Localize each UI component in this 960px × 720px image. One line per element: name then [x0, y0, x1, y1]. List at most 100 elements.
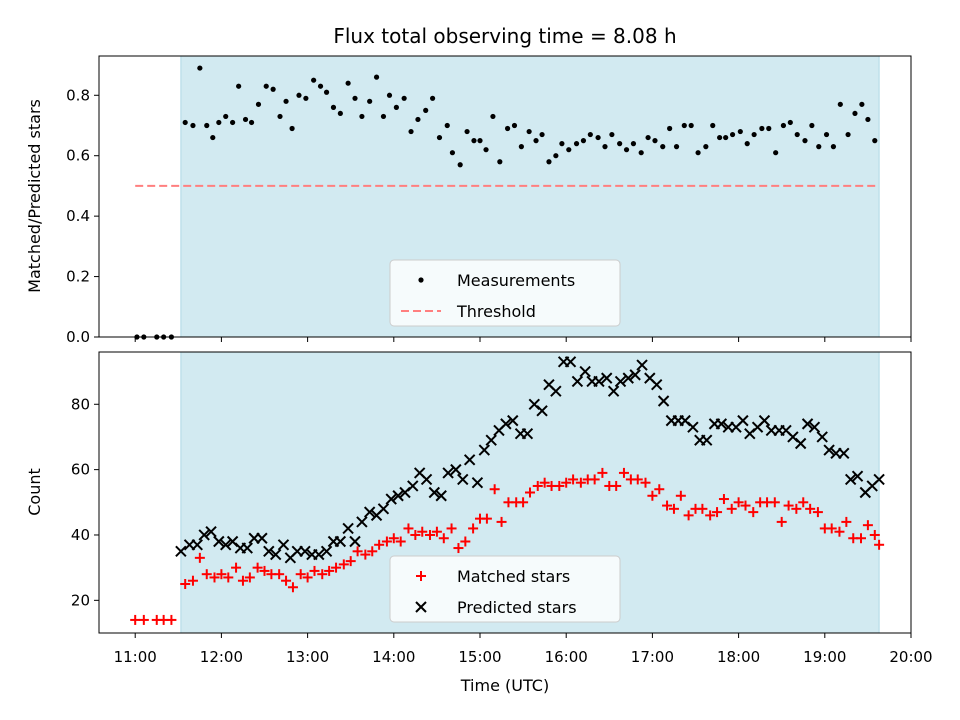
data-point — [287, 582, 298, 593]
data-point — [230, 119, 236, 126]
data-point — [213, 535, 225, 548]
data-point — [830, 144, 837, 150]
data-point — [808, 421, 821, 433]
legend-label: Measurements — [457, 271, 575, 290]
data-point — [223, 113, 229, 120]
data-point — [783, 500, 794, 511]
data-point — [299, 545, 311, 558]
data-point — [597, 467, 608, 478]
x-tick-label: 20:00 — [889, 648, 932, 666]
data-point — [330, 104, 337, 110]
data-point — [478, 444, 491, 456]
data-point — [579, 365, 591, 378]
data-point — [737, 128, 743, 135]
data-point — [546, 159, 552, 165]
data-point — [564, 356, 577, 368]
data-point — [220, 539, 232, 551]
data-point — [668, 503, 679, 514]
data-point — [554, 480, 565, 491]
data-point — [647, 490, 658, 501]
data-point — [766, 125, 772, 132]
data-point — [539, 477, 550, 488]
data-point — [259, 565, 270, 576]
count-panel: 20 40 60 80 Matched stars Predicted stars — [71, 351, 912, 638]
data-point — [386, 92, 393, 98]
data-point — [237, 575, 248, 586]
data-point — [629, 369, 641, 381]
y-tick-label: 60 — [71, 461, 90, 479]
y-tick-label: 80 — [71, 395, 90, 413]
data-point — [710, 122, 716, 129]
data-point — [349, 535, 361, 548]
data-point — [845, 131, 851, 138]
data-point — [442, 467, 454, 479]
data-point — [697, 503, 708, 514]
data-point — [733, 497, 744, 508]
y-tick-label: 0.2 — [66, 268, 90, 286]
data-point — [485, 434, 497, 446]
data-point — [460, 536, 471, 547]
time-x-axis: 11:00 12:00 13:00 14:00 15:00 16:00 17:00 18:00… — [114, 648, 933, 666]
data-point — [263, 545, 275, 558]
data-point — [483, 147, 489, 153]
data-point — [436, 134, 443, 141]
data-point — [856, 533, 867, 544]
data-point — [393, 104, 399, 110]
x-tick-label: 11:00 — [114, 648, 157, 666]
data-point — [638, 150, 644, 156]
data-point — [687, 421, 699, 433]
data-point — [377, 503, 390, 515]
data-point — [632, 474, 643, 485]
data-point — [496, 516, 507, 527]
data-point — [289, 125, 295, 132]
data-point — [182, 119, 188, 126]
data-point — [403, 523, 414, 534]
series-predicted-stars — [175, 356, 885, 564]
x-tick-label: 13:00 — [286, 648, 329, 666]
legend-label: Predicted stars — [457, 598, 577, 617]
data-point — [236, 83, 242, 89]
data-point — [385, 493, 397, 505]
data-point — [334, 535, 347, 548]
data-point — [311, 77, 317, 83]
data-point — [700, 434, 713, 446]
data-point — [816, 144, 822, 150]
data-point — [681, 122, 687, 129]
data-point — [415, 116, 421, 123]
legend-label: Matched stars — [457, 567, 570, 586]
data-point — [622, 372, 634, 384]
data-point — [787, 119, 793, 126]
data-point — [256, 532, 268, 544]
data-point — [317, 83, 324, 89]
data-point — [283, 98, 289, 104]
x-tick-label: 15:00 — [458, 648, 501, 666]
chart-title: Flux total observing time = 8.08 h — [333, 24, 676, 48]
data-point — [640, 477, 651, 488]
data-point — [532, 480, 543, 491]
data-point — [446, 523, 457, 534]
data-point — [388, 533, 399, 544]
data-point — [295, 569, 306, 580]
data-point — [587, 131, 593, 138]
data-point — [187, 575, 198, 586]
data-point — [197, 65, 203, 71]
data-point — [630, 141, 637, 147]
data-point — [518, 497, 529, 508]
data-point — [566, 147, 572, 153]
x-tick-label: 19:00 — [803, 648, 846, 666]
data-point — [834, 526, 845, 537]
panel-frame — [98, 351, 912, 634]
data-point — [457, 162, 463, 168]
y-axis-label-count: Count — [25, 468, 44, 516]
data-point — [802, 138, 808, 144]
data-point — [536, 405, 548, 417]
x-axis-label: Time (UTC) — [460, 676, 549, 695]
data-point — [844, 473, 857, 486]
data-point — [410, 529, 421, 540]
data-point — [359, 113, 365, 120]
data-point — [595, 134, 601, 141]
x-tick-label: 17:00 — [631, 648, 674, 666]
data-point — [477, 138, 483, 144]
data-point — [190, 122, 196, 129]
data-point — [618, 467, 629, 478]
